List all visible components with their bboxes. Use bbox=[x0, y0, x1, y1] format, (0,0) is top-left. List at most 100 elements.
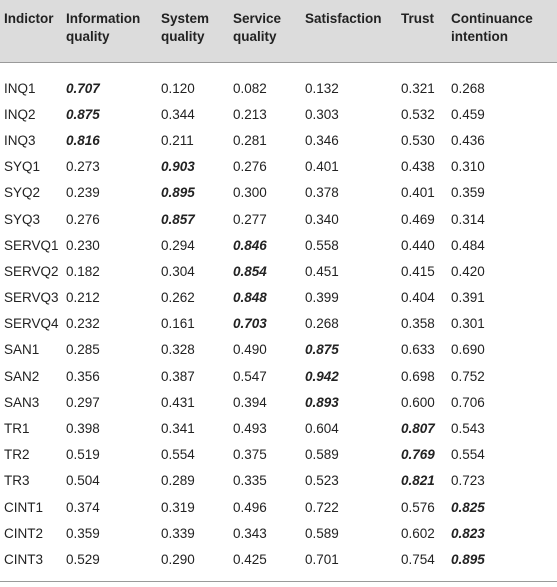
value-cell: 0.340 bbox=[305, 211, 339, 227]
value-cell: 0.431 bbox=[161, 394, 195, 410]
row-indicator-label: INQ3 bbox=[4, 132, 36, 148]
value-cell: 0.589 bbox=[305, 447, 339, 463]
loading-value-cell: 0.854 bbox=[233, 263, 267, 279]
loading-value-cell: 0.857 bbox=[161, 211, 195, 227]
value-cell: 0.754 bbox=[401, 551, 435, 567]
loading-value-cell: 0.769 bbox=[401, 447, 435, 463]
column-header-indicator: Indictor bbox=[0, 0, 62, 63]
value-cell: 0.268 bbox=[305, 316, 339, 332]
row-indicator-label: SYQ3 bbox=[4, 211, 41, 227]
column-header-continuance-intention: Continuance intention bbox=[447, 0, 557, 63]
table-row: TR3 0.504 0.289 0.335 0.523 0.821 0.723 bbox=[0, 468, 557, 494]
value-cell: 0.451 bbox=[305, 263, 339, 279]
value-cell: 0.532 bbox=[401, 106, 435, 122]
table-row: SAN1 0.285 0.328 0.490 0.875 0.633 0.690 bbox=[0, 337, 557, 363]
value-cell: 0.394 bbox=[233, 394, 267, 410]
table-row: CINT3 0.529 0.290 0.425 0.701 0.754 0.895 bbox=[0, 547, 557, 573]
row-indicator-label: INQ2 bbox=[4, 106, 36, 122]
table-row: TR1 0.398 0.341 0.493 0.604 0.807 0.543 bbox=[0, 416, 557, 442]
value-cell: 0.339 bbox=[161, 525, 195, 541]
value-cell: 0.543 bbox=[451, 421, 485, 437]
value-cell: 0.343 bbox=[233, 525, 267, 541]
row-indicator-label: TR3 bbox=[4, 473, 30, 489]
row-indicator-label: SERVQ4 bbox=[4, 316, 59, 332]
value-cell: 0.281 bbox=[233, 132, 267, 148]
value-cell: 0.239 bbox=[66, 185, 100, 201]
row-indicator-label: INQ1 bbox=[4, 80, 36, 96]
column-header-service-quality: Service quality bbox=[229, 0, 301, 63]
value-cell: 0.493 bbox=[233, 421, 267, 437]
value-cell: 0.290 bbox=[161, 551, 195, 567]
value-cell: 0.425 bbox=[233, 551, 267, 567]
value-cell: 0.182 bbox=[66, 263, 100, 279]
value-cell: 0.484 bbox=[451, 237, 485, 253]
loading-value-cell: 0.893 bbox=[305, 394, 339, 410]
value-cell: 0.213 bbox=[233, 106, 267, 122]
row-indicator-label: CINT2 bbox=[4, 525, 44, 541]
row-indicator-label: SERVQ1 bbox=[4, 237, 59, 253]
value-cell: 0.558 bbox=[305, 237, 339, 253]
value-cell: 0.701 bbox=[305, 551, 339, 567]
value-cell: 0.530 bbox=[401, 132, 435, 148]
loading-value-cell: 0.823 bbox=[451, 525, 485, 541]
value-cell: 0.276 bbox=[66, 211, 100, 227]
loading-value-cell: 0.903 bbox=[161, 159, 195, 175]
value-cell: 0.459 bbox=[451, 106, 485, 122]
table-row: SERVQ1 0.230 0.294 0.846 0.558 0.440 0.484 bbox=[0, 233, 557, 259]
row-indicator-label: SAN2 bbox=[4, 368, 40, 384]
value-cell: 0.469 bbox=[401, 211, 435, 227]
value-cell: 0.314 bbox=[451, 211, 485, 227]
value-cell: 0.356 bbox=[66, 368, 100, 384]
table-spacer-row bbox=[0, 62, 557, 76]
loading-value-cell: 0.846 bbox=[233, 237, 267, 253]
value-cell: 0.401 bbox=[401, 185, 435, 201]
column-header-information-quality: Information quality bbox=[62, 0, 157, 63]
value-cell: 0.604 bbox=[305, 421, 339, 437]
loading-value-cell: 0.942 bbox=[305, 368, 339, 384]
cross-loadings-table: Indictor Information quality System qual… bbox=[0, 0, 557, 573]
row-indicator-label: SERVQ2 bbox=[4, 263, 59, 279]
value-cell: 0.359 bbox=[451, 185, 485, 201]
value-cell: 0.752 bbox=[451, 368, 485, 384]
row-indicator-label: CINT1 bbox=[4, 499, 44, 515]
value-cell: 0.273 bbox=[66, 159, 100, 175]
value-cell: 0.230 bbox=[66, 237, 100, 253]
value-cell: 0.358 bbox=[401, 316, 435, 332]
value-cell: 0.319 bbox=[161, 499, 195, 515]
table-row: SYQ1 0.273 0.903 0.276 0.401 0.438 0.310 bbox=[0, 154, 557, 180]
value-cell: 0.554 bbox=[161, 447, 195, 463]
value-cell: 0.706 bbox=[451, 394, 485, 410]
loading-value-cell: 0.875 bbox=[305, 342, 339, 358]
value-cell: 0.335 bbox=[233, 473, 267, 489]
value-cell: 0.698 bbox=[401, 368, 435, 384]
table-row: INQ1 0.707 0.120 0.082 0.132 0.321 0.268 bbox=[0, 76, 557, 102]
table-row: SAN3 0.297 0.431 0.394 0.893 0.600 0.706 bbox=[0, 390, 557, 416]
row-indicator-label: SAN1 bbox=[4, 342, 40, 358]
table-row: TR2 0.519 0.554 0.375 0.589 0.769 0.554 bbox=[0, 442, 557, 468]
loading-value-cell: 0.875 bbox=[66, 106, 100, 122]
value-cell: 0.310 bbox=[451, 159, 485, 175]
value-cell: 0.341 bbox=[161, 421, 195, 437]
loading-value-cell: 0.895 bbox=[161, 185, 195, 201]
value-cell: 0.554 bbox=[451, 447, 485, 463]
column-header-trust: Trust bbox=[397, 0, 447, 63]
value-cell: 0.690 bbox=[451, 342, 485, 358]
loading-value-cell: 0.807 bbox=[401, 421, 435, 437]
value-cell: 0.321 bbox=[401, 80, 435, 96]
value-cell: 0.576 bbox=[401, 499, 435, 515]
table-row: SERVQ2 0.182 0.304 0.854 0.451 0.415 0.420 bbox=[0, 259, 557, 285]
value-cell: 0.304 bbox=[161, 263, 195, 279]
table-row: SYQ2 0.239 0.895 0.300 0.378 0.401 0.359 bbox=[0, 180, 557, 206]
table-row: SERVQ4 0.232 0.161 0.703 0.268 0.358 0.301 bbox=[0, 311, 557, 337]
table-row: SAN2 0.356 0.387 0.547 0.942 0.698 0.752 bbox=[0, 364, 557, 390]
value-cell: 0.082 bbox=[233, 80, 267, 96]
value-cell: 0.344 bbox=[161, 106, 195, 122]
table-row: SYQ3 0.276 0.857 0.277 0.340 0.469 0.314 bbox=[0, 206, 557, 232]
value-cell: 0.547 bbox=[233, 368, 267, 384]
loading-value-cell: 0.821 bbox=[401, 473, 435, 489]
value-cell: 0.378 bbox=[305, 185, 339, 201]
value-cell: 0.398 bbox=[66, 421, 100, 437]
value-cell: 0.490 bbox=[233, 342, 267, 358]
value-cell: 0.303 bbox=[305, 106, 339, 122]
value-cell: 0.277 bbox=[233, 211, 267, 227]
